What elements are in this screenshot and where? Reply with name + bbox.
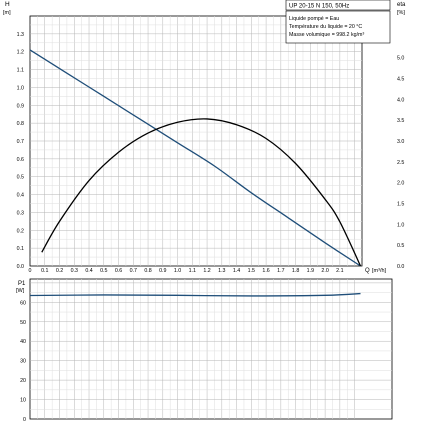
y2-tick-label: 3.0 xyxy=(397,139,404,145)
y-tick-label: 0.9 xyxy=(17,103,24,109)
y2-tick-label: 5.0 xyxy=(397,56,404,62)
info-line-liquid: Liquide pompé = Eau xyxy=(289,16,339,22)
head-chart-ticks: 0 0.1 0.2 0.3 0.4 0.5 0.6 0.7 0.8 0.9 1.0 1.1 1.2 1.3… xyxy=(17,32,405,274)
x-tick-label: 1.8 xyxy=(292,268,299,274)
y-tick-label: 1.2 xyxy=(17,50,24,56)
power-curve-line xyxy=(29,292,361,297)
power-axis-label: P1 xyxy=(18,281,26,287)
y2-tick-label: 0.0 xyxy=(397,264,404,270)
x-tick-label: 0.8 xyxy=(144,268,151,274)
y-axis-unit: [m] xyxy=(3,10,11,16)
title-box xyxy=(285,0,391,11)
x-tick-label: 0.3 xyxy=(71,268,78,274)
y-axis-label: H xyxy=(5,1,10,8)
y2-tick-label: 1.5 xyxy=(397,202,404,208)
x-tick-label: 0.6 xyxy=(115,268,122,274)
y2-axis-unit: [%] xyxy=(397,10,405,16)
power-tick-label: 50 xyxy=(20,320,26,326)
y-tick-label: 1.0 xyxy=(17,85,24,91)
power-tick-label: 60 xyxy=(20,300,26,306)
y2-tick-label: 1.0 xyxy=(397,222,404,228)
x-tick-label: 0.1 xyxy=(41,268,48,274)
y2-tick-label: 3.5 xyxy=(397,118,404,124)
y-tick-label: 0.4 xyxy=(17,193,24,199)
power-tick-label: 30 xyxy=(20,359,26,365)
y2-tick-label: 4.5 xyxy=(397,77,404,83)
y-tick-label: 0.0 xyxy=(17,264,24,270)
x-tick-label: 0.2 xyxy=(56,268,63,274)
x-tick-label: 0.7 xyxy=(130,268,137,274)
y2-tick-label: 4.0 xyxy=(397,97,404,103)
x-tick-label: 0.5 xyxy=(100,268,107,274)
y-tick-label: 0.6 xyxy=(17,157,24,163)
x-tick-label: 0.4 xyxy=(85,268,92,274)
power-chart-ticks: 0 10 20 30 40 50 60 xyxy=(20,300,26,423)
x-tick-label: 1.0 xyxy=(174,268,181,274)
x-tick-label: 1.9 xyxy=(307,268,314,274)
head-chart-grid xyxy=(30,16,362,266)
power-chart-grid xyxy=(30,279,392,419)
y-tick-label: 0.7 xyxy=(17,139,24,145)
x-tick-label: 1.2 xyxy=(203,268,210,274)
y-tick-label: 0.1 xyxy=(17,246,24,252)
x-tick-label: 1.4 xyxy=(233,268,240,274)
x-tick-label: 1.7 xyxy=(277,268,284,274)
x-tick-label: 0.9 xyxy=(159,268,166,274)
power-tick-label: 10 xyxy=(20,398,26,404)
y-tick-label: 0.5 xyxy=(17,175,24,181)
y-tick-label: 1.3 xyxy=(17,32,24,38)
power-tick-label: 0 xyxy=(23,417,26,423)
x-tick-label: 1.3 xyxy=(218,268,225,274)
head-curve-line xyxy=(29,49,361,267)
x-axis-unit: [m³/h] xyxy=(372,268,387,274)
power-tick-label: 20 xyxy=(20,378,26,384)
x-tick-label: 1.5 xyxy=(248,268,255,274)
head-chart-series xyxy=(29,49,362,267)
y-tick-label: 0.3 xyxy=(17,210,24,216)
y2-axis-label: eta xyxy=(397,2,406,8)
x-tick-label: 1.6 xyxy=(262,268,269,274)
conditions-box xyxy=(285,10,391,44)
y-tick-label: 1.1 xyxy=(17,68,24,74)
y2-tick-label: 2.5 xyxy=(397,160,404,166)
info-line-temperature: Température du liquide = 20 °C xyxy=(289,24,362,30)
legend-box: UP 20-15 N 150, 50Hz Liquide pompé = Eau… xyxy=(285,0,391,44)
x-tick-label: 2.0 xyxy=(321,268,328,274)
power-chart-series xyxy=(29,292,361,297)
y2-tick-label: 0.5 xyxy=(397,243,404,249)
x-tick-label: 0 xyxy=(29,268,32,274)
x-tick-label: 2.1 xyxy=(336,268,343,274)
x-axis-label: Q xyxy=(365,268,370,274)
power-chart-frame xyxy=(29,278,393,420)
info-line-density: Masse volumique = 998.2 kg/m³ xyxy=(289,32,364,38)
power-tick-label: 40 xyxy=(20,339,26,345)
chart-title: UP 20-15 N 150, 50Hz xyxy=(289,4,349,10)
y-tick-label: 0.2 xyxy=(17,228,24,234)
power-axis-unit: [W] xyxy=(16,288,25,294)
y-tick-label: 0.8 xyxy=(17,121,24,127)
x-tick-label: 1.1 xyxy=(189,268,196,274)
efficiency-curve-line xyxy=(41,118,362,267)
y2-tick-label: 2.0 xyxy=(397,181,404,187)
